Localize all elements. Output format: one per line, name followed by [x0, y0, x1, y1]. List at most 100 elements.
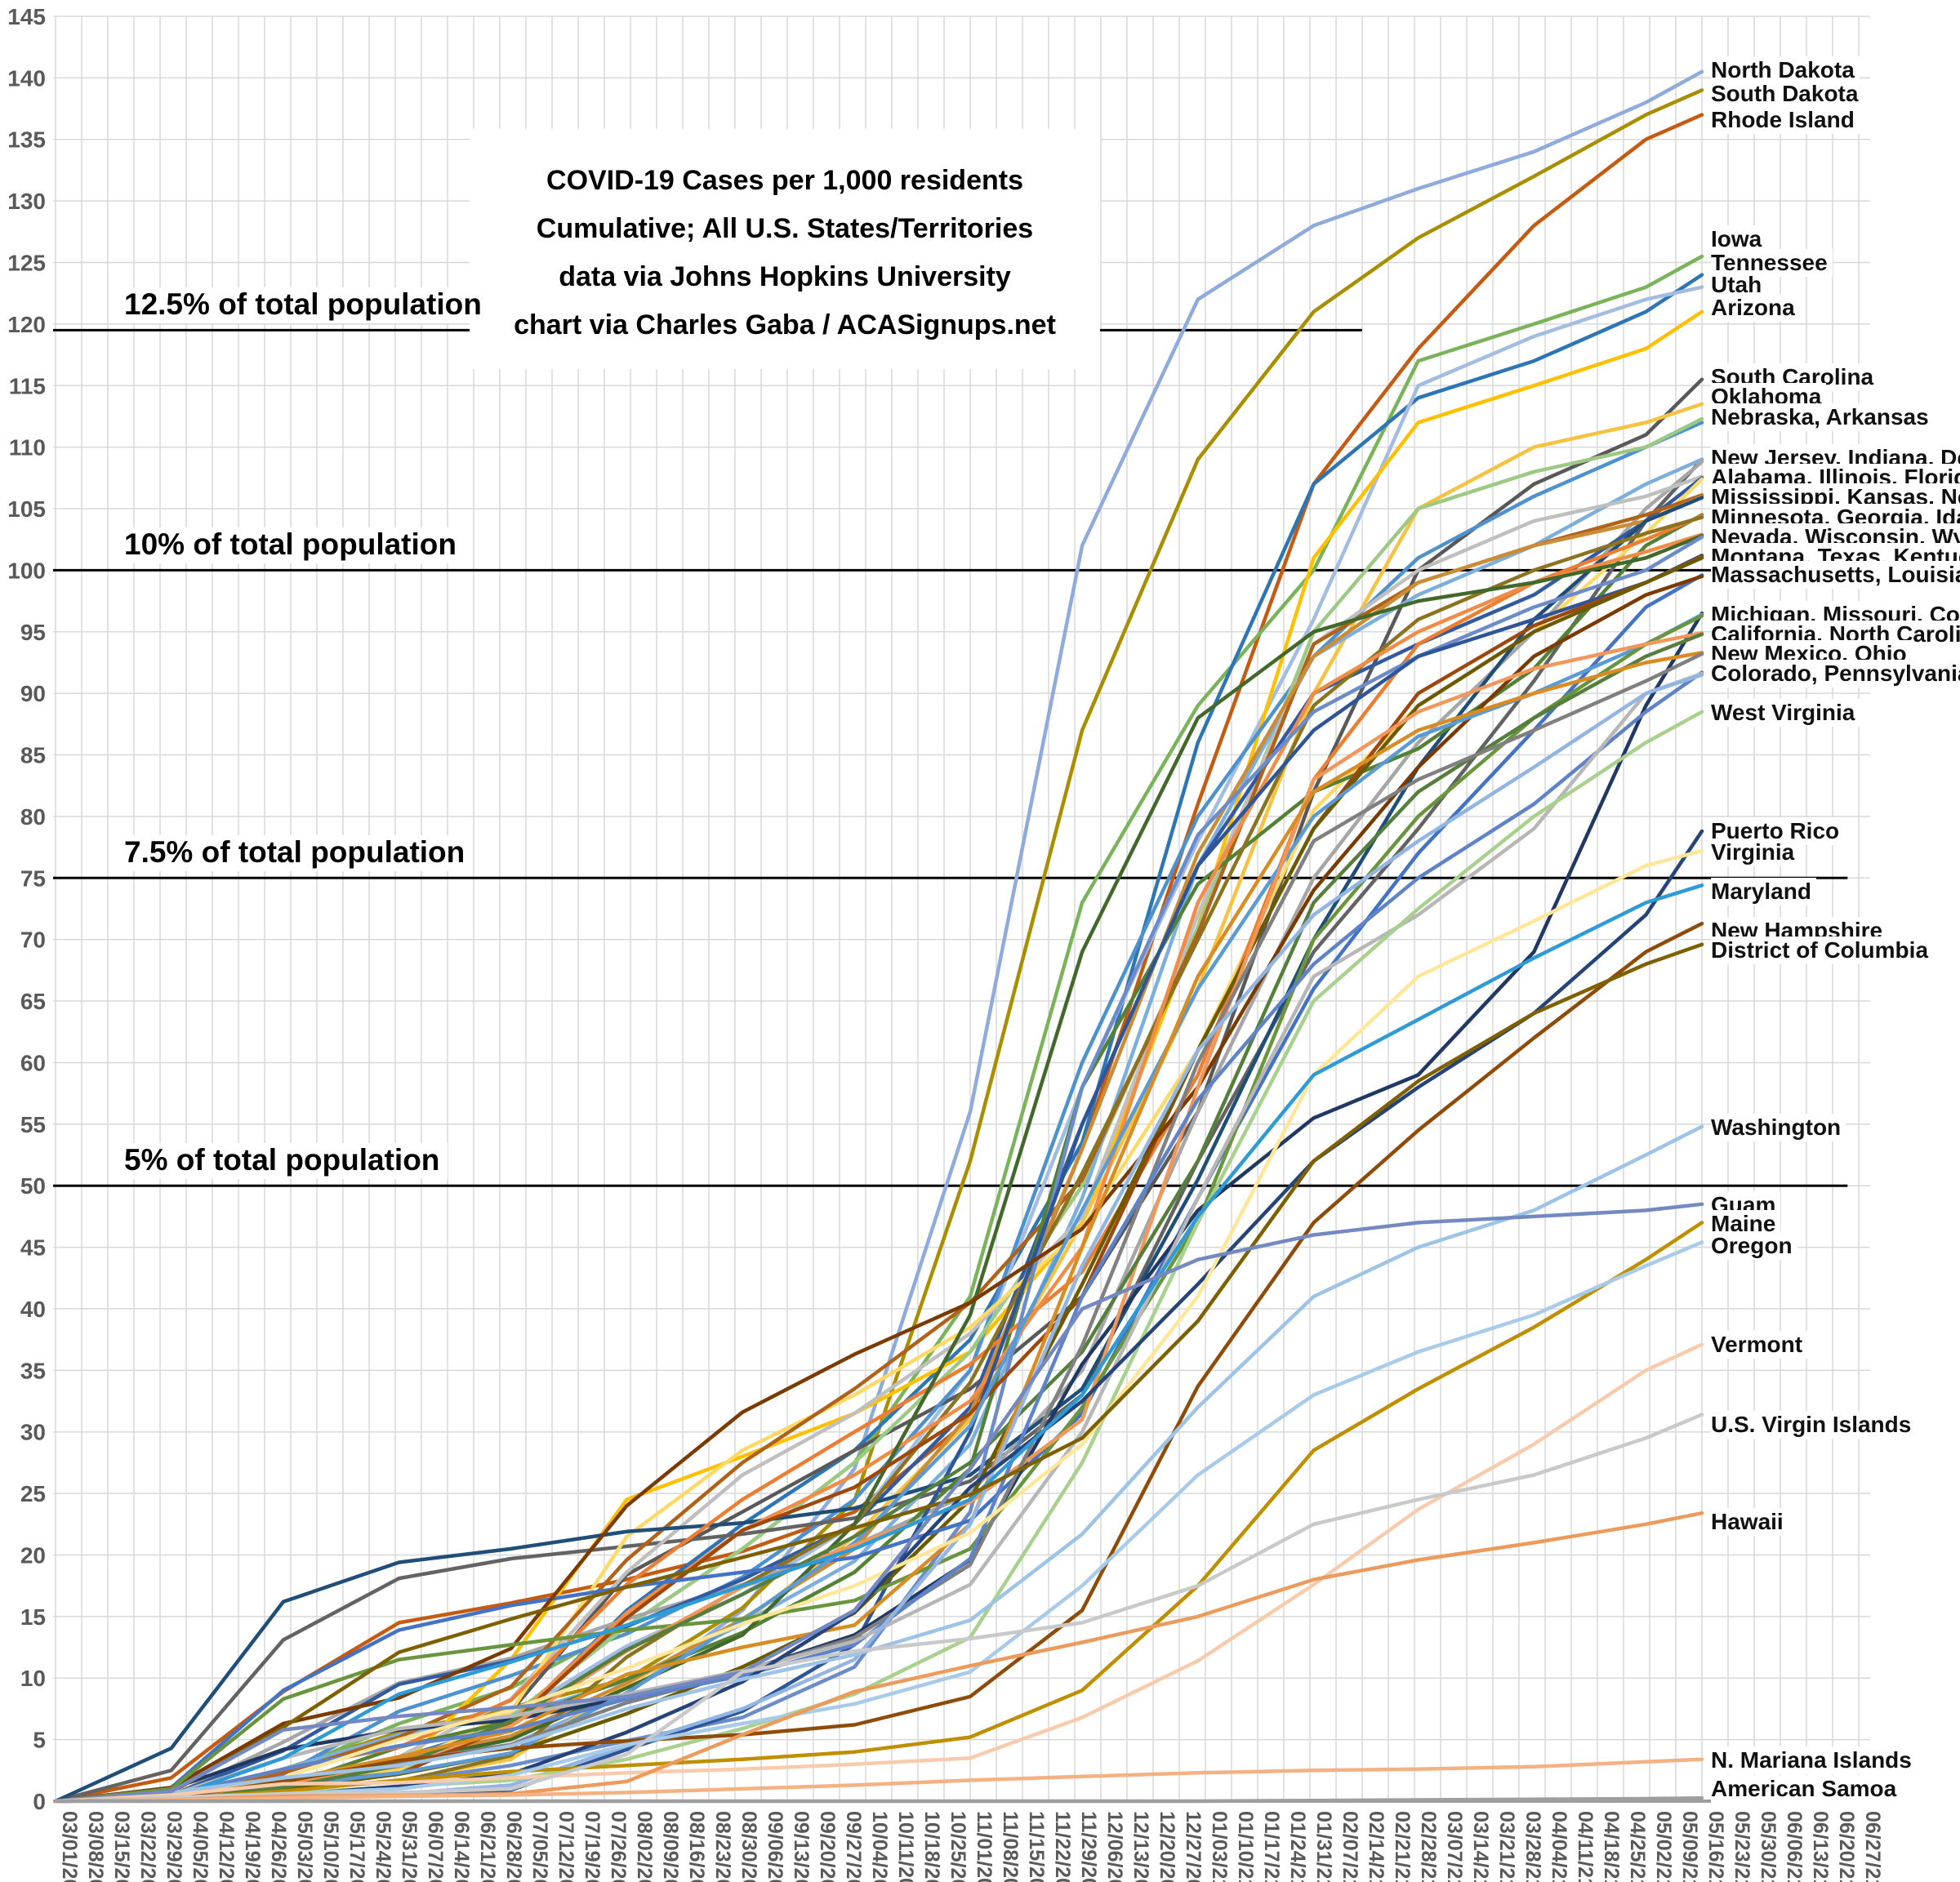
x-tick-label: 05/23/21 [1731, 1811, 1753, 1882]
x-tick-label: 01/31/21 [1312, 1811, 1335, 1882]
x-tick-label: 03/22/20 [136, 1811, 159, 1882]
x-tick-label: 12/27/20 [1182, 1811, 1205, 1882]
series-new-york [53, 496, 1704, 1804]
chart-title-line-2: Cumulative; All U.S. States/Territories [536, 213, 1034, 244]
series-guam [53, 1202, 1704, 1804]
x-tick-label: 03/15/20 [110, 1811, 133, 1882]
x-tick-label: 10/11/20 [894, 1811, 917, 1882]
y-tick-label: 60 [20, 1050, 46, 1075]
x-tick-label: 06/13/21 [1809, 1811, 1832, 1882]
state-label-oregon: Oregon [1711, 1232, 1797, 1261]
series-hawaii [53, 1510, 1704, 1804]
y-tick-label: 145 [7, 4, 46, 29]
x-tick-label: 08/16/20 [685, 1811, 708, 1882]
series-missouri [53, 612, 1704, 1804]
series-michigan [53, 611, 1704, 1804]
y-tick-label: 40 [20, 1297, 46, 1322]
chart-title-line-3: data via Johns Hopkins University [559, 261, 1011, 292]
x-tick-label: 11/22/20 [1051, 1811, 1074, 1882]
state-label-colorado-pennsylvania-alaska: Colorado, Pennsylvania, Alaska [1711, 660, 1960, 688]
series-n-mariana-islands [53, 1757, 1704, 1804]
series-virginia [53, 848, 1704, 1804]
series-west-virginia [53, 710, 1704, 1804]
x-tick-label: 03/07/21 [1443, 1811, 1466, 1882]
x-tick-label: 11/15/20 [1025, 1811, 1048, 1882]
series-maryland [53, 883, 1704, 1804]
state-label-u-s-virgin-islands: U.S. Virgin Islands [1711, 1410, 1917, 1439]
x-tick-label: 01/10/21 [1234, 1811, 1257, 1882]
state-label-maryland: Maryland [1711, 877, 1816, 905]
x-tick-label: 11/01/20 [973, 1811, 996, 1882]
x-tick-label: 09/13/20 [790, 1811, 813, 1882]
reference-label-10-percent: 10% of total population [121, 527, 465, 564]
x-tick-label: 06/28/20 [502, 1811, 525, 1882]
series-oregon [53, 1240, 1704, 1804]
reference-label-5-percent: 5% of total population [121, 1143, 448, 1180]
y-tick-label: 0 [33, 1789, 46, 1814]
x-tick-label: 06/14/20 [450, 1811, 473, 1882]
y-tick-label: 95 [20, 620, 46, 645]
x-tick-label: 05/31/20 [398, 1811, 421, 1882]
x-tick-label: 02/28/21 [1417, 1811, 1440, 1882]
x-tick-label: 06/20/21 [1835, 1811, 1858, 1882]
series-washington [53, 1124, 1704, 1804]
state-label-utah: Utah [1711, 270, 1767, 299]
y-tick-label: 125 [7, 251, 46, 276]
x-tick-label: 05/30/21 [1757, 1811, 1780, 1882]
x-tick-label: 07/05/20 [528, 1811, 551, 1882]
x-tick-label: 03/21/21 [1495, 1811, 1518, 1882]
x-tick-label: 05/17/20 [345, 1811, 368, 1882]
y-tick-label: 15 [20, 1604, 46, 1630]
x-tick-label: 07/26/20 [607, 1811, 630, 1882]
state-label-west-virginia: West Virginia [1711, 699, 1860, 727]
x-tick-label: 04/18/21 [1600, 1811, 1623, 1882]
series-kentucky [53, 556, 1704, 1804]
state-label-south-dakota: South Dakota [1711, 79, 1864, 108]
x-tick-label: 08/02/20 [633, 1811, 656, 1882]
x-tick-label: 09/20/20 [816, 1811, 839, 1882]
series-district-of-columbia [53, 942, 1704, 1804]
x-tick-label: 07/12/20 [555, 1811, 577, 1882]
x-tick-label: 04/04/21 [1548, 1811, 1570, 1882]
state-label-nebraska-arkansas: Nebraska, Arkansas [1711, 403, 1934, 432]
series-pennsylvania [53, 671, 1704, 1804]
y-tick-label: 35 [20, 1358, 46, 1383]
x-tick-label: 04/19/20 [241, 1811, 264, 1882]
x-tick-label: 01/17/21 [1260, 1811, 1283, 1882]
state-label-north-dakota: North Dakota [1711, 56, 1860, 85]
series-illinois [53, 476, 1704, 1804]
state-label-american-samoa: American Samoa [1711, 1774, 1902, 1803]
chart-title: COVID-19 Cases per 1,000 residents Cumul… [470, 129, 1100, 369]
x-tick-label: 02/07/21 [1339, 1811, 1361, 1882]
series-u-s-virgin-islands [53, 1413, 1704, 1804]
x-tick-label: 05/10/20 [319, 1811, 342, 1882]
x-tick-label: 09/27/20 [842, 1811, 865, 1882]
y-tick-label: 50 [20, 1173, 46, 1199]
y-tick-label: 75 [20, 865, 46, 891]
x-tick-label: 08/23/20 [711, 1811, 734, 1882]
state-label-n-mariana-islands: N. Mariana Islands [1711, 1746, 1917, 1775]
y-tick-label: 10 [20, 1666, 46, 1691]
y-tick-label: 25 [20, 1481, 46, 1506]
y-tick-label: 30 [20, 1420, 46, 1445]
x-tick-label: 01/03/21 [1208, 1811, 1231, 1882]
y-tick-label: 80 [20, 804, 46, 830]
x-tick-label: 05/03/20 [293, 1811, 316, 1882]
x-tick-label: 06/06/21 [1783, 1811, 1806, 1882]
x-tick-label: 09/06/20 [764, 1811, 786, 1882]
y-tick-label: 130 [7, 189, 46, 214]
state-label-massachusetts-louisiana: Massachusetts, Louisiana [1711, 561, 1960, 590]
x-tick-label: 05/24/20 [372, 1811, 394, 1882]
state-label-rhode-island: Rhode Island [1711, 105, 1860, 134]
y-tick-label: 70 [20, 928, 46, 953]
x-tick-label: 06/07/20 [424, 1811, 447, 1882]
series-new-mexico [53, 651, 1704, 1804]
y-tick-label: 100 [7, 558, 46, 583]
x-tick-label: 04/12/20 [215, 1811, 238, 1882]
x-tick-label: 07/19/20 [581, 1811, 604, 1882]
series-vermont [53, 1342, 1704, 1804]
y-tick-label: 85 [20, 743, 46, 768]
y-tick-label: 5 [33, 1728, 46, 1753]
state-label-vermont: Vermont [1711, 1330, 1808, 1359]
